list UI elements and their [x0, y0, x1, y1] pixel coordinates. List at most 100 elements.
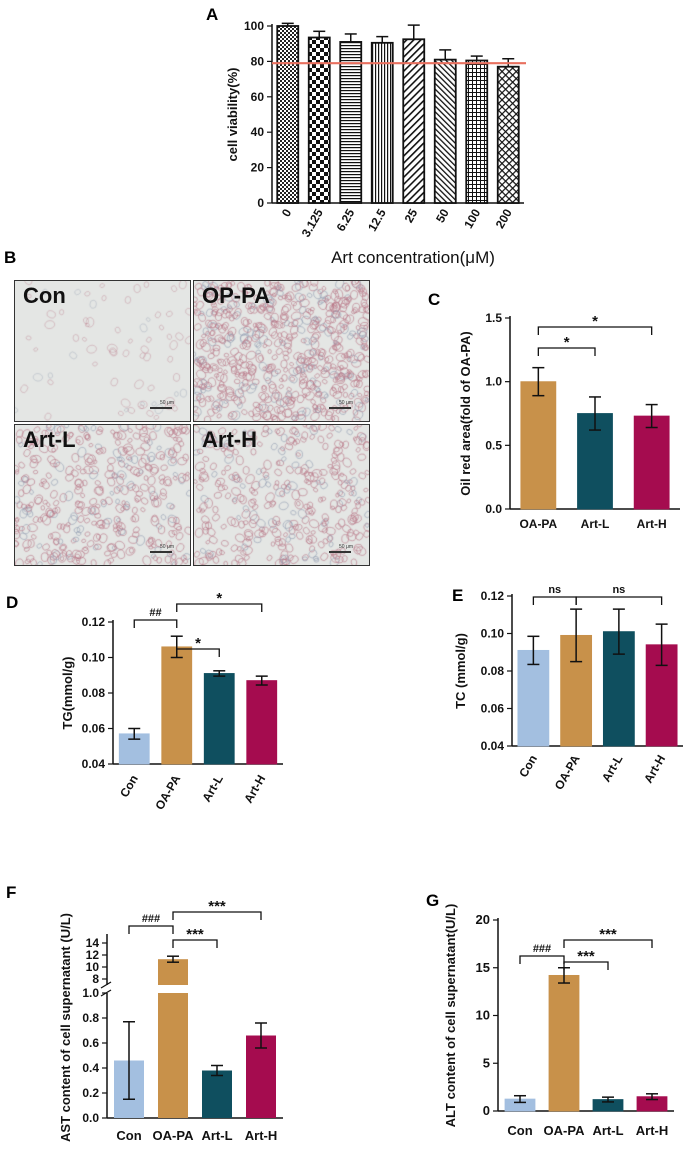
significance-label: * [195, 635, 201, 652]
y-axis-label: Oil red area(fold of OA-PA) [458, 331, 473, 495]
error-bar [645, 403, 658, 429]
error-bar [344, 33, 357, 42]
micrograph-con: Con 50 μm [14, 280, 191, 422]
x-tick-label: OA-PA [153, 1128, 195, 1143]
significance-label: * [564, 334, 570, 351]
y-tick-label: 80 [251, 54, 265, 68]
significance-label: *** [599, 926, 617, 943]
error-bar [602, 1096, 614, 1103]
bar [548, 974, 580, 1112]
bar [246, 680, 278, 765]
y-tick-label: 0 [483, 1103, 490, 1118]
y-tick-label: 0 [257, 196, 264, 210]
x-tick-label: Art-L [199, 773, 225, 805]
chart-e: 0.04 0.06 0.08 0.10 0.12 TC (mmol/g) Con OA-PA A… [453, 584, 683, 792]
significance-bracket: ## [133, 607, 178, 628]
y-tick-label: 40 [251, 125, 265, 139]
error-bar [646, 1093, 658, 1101]
y-tick-label: 0.8 [82, 1011, 99, 1025]
significance-line [133, 619, 178, 628]
significance-label: * [592, 313, 598, 330]
x-tick-label: Art-L [201, 1128, 232, 1143]
scale-bar-text: 50 μm [339, 400, 353, 406]
micrograph-label: Art-L [23, 427, 76, 452]
y-tick-label: 0.2 [82, 1086, 99, 1100]
significance-label: ns [612, 584, 625, 596]
significance-bracket: * [537, 334, 596, 356]
x-tick-label: Art-H [636, 1123, 669, 1138]
significance-bracket: ns [575, 584, 663, 605]
x-tick-label: Con [117, 773, 141, 800]
significance-line [128, 925, 174, 934]
y-tick-label: 100 [244, 19, 264, 33]
bar [370, 41, 394, 204]
x-tick-label: 3.125 [299, 206, 326, 239]
error-bar [514, 1094, 526, 1104]
scale-bar [329, 551, 351, 553]
bar [202, 1070, 232, 1118]
panel-letter-g: G [426, 891, 439, 910]
error-bar [470, 55, 483, 61]
error-bar [281, 22, 294, 26]
chart-g: 0 5 10 15 20 ALT content of cell supernatant(… [443, 904, 674, 1138]
error-bar [255, 1022, 267, 1049]
significance-line [563, 939, 653, 948]
significance-line [172, 939, 218, 948]
x-tick-label: 6.25 [334, 206, 358, 234]
micrograph-label: Art-H [202, 427, 257, 452]
x-tick-label: Art-L [592, 1123, 623, 1138]
significance-line [172, 911, 262, 920]
error-bar [128, 727, 141, 740]
micrograph-texture [194, 281, 369, 421]
bar [465, 59, 489, 204]
significance-bracket: * [176, 635, 220, 657]
x-tick-label: 12.5 [365, 206, 389, 234]
significance-bracket: * [537, 313, 653, 335]
y-axis-label: cell viability(%) [225, 68, 240, 162]
micrograph-texture [194, 425, 369, 565]
chart-a: 0 20 40 60 80 100 cell viability(%) 0 3.125 6.25 1… [225, 19, 526, 267]
error-bar [655, 623, 668, 667]
chart-c: 0.0 0.5 1.0 1.5 Oil red area(fold of OA-PA) O… [458, 311, 680, 531]
y-tick-label: 0.08 [481, 664, 505, 678]
y-tick-label: 5 [483, 1055, 490, 1070]
y-tick-label: 12 [86, 948, 100, 962]
x-tick-label: 25 [402, 206, 421, 225]
y-tick-label: 1.5 [485, 311, 502, 325]
scale-bar-text: 50 μm [160, 400, 174, 406]
x-tick-label: Art-H [641, 753, 668, 786]
bar-lower-segment [158, 993, 188, 1118]
micrograph-texture [15, 425, 190, 565]
y-tick-label: 10 [86, 960, 100, 974]
x-tick-label: Art-H [245, 1128, 278, 1143]
significance-bracket: *** [172, 926, 218, 948]
significance-label: ### [142, 913, 160, 925]
bar [496, 65, 520, 204]
panel-letter-b: B [4, 248, 16, 267]
y-tick-label: 20 [476, 912, 490, 927]
scale-bar [150, 407, 172, 409]
scale-bar-text: 50 μm [160, 544, 174, 550]
micrograph-label: OP-PA [202, 283, 271, 308]
significance-bracket: *** [563, 948, 609, 970]
significance-label: *** [208, 898, 226, 915]
y-tick-label: 0.0 [485, 502, 502, 516]
bar [520, 381, 557, 510]
bar [161, 646, 193, 765]
significance-line [537, 326, 653, 335]
x-tick-label: Con [516, 753, 540, 780]
significance-label: ### [533, 943, 551, 955]
y-tick-label: 0.4 [82, 1061, 99, 1075]
y-tick-label: 0.12 [481, 589, 505, 603]
error-bar [532, 366, 545, 397]
y-tick-label: 0.04 [481, 739, 505, 753]
x-tick-label: Art-H [241, 773, 268, 806]
significance-label: ## [149, 607, 161, 619]
y-tick-label: 10 [476, 1008, 490, 1023]
significance-line [176, 648, 220, 657]
scale-bar-text: 50 μm [339, 544, 353, 550]
x-tick-label: Art-L [599, 753, 625, 785]
y-tick-label: 0.06 [481, 702, 505, 716]
